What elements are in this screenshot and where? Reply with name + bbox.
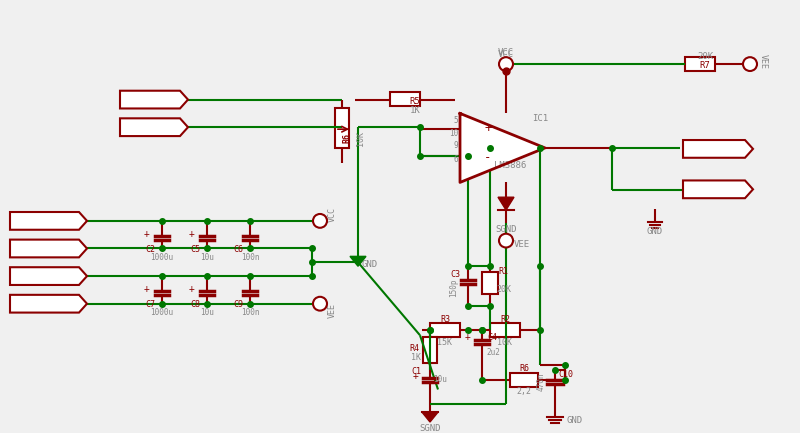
Text: DC-2 (+): DC-2 (+) [23,271,66,281]
Text: 2u2: 2u2 [486,348,500,356]
Text: C7: C7 [145,300,155,309]
Text: 1000u: 1000u [150,253,174,262]
Text: VEE: VEE [758,54,767,69]
Text: DC-1 (+): DC-1 (+) [23,216,66,225]
Text: SGND: SGND [495,225,517,234]
Polygon shape [498,197,514,210]
Text: VCC: VCC [498,48,514,57]
Text: GND: GND [567,416,583,425]
Polygon shape [10,295,87,313]
Text: GND: GND [362,260,378,269]
Text: R5: R5 [410,97,420,106]
Text: 10u: 10u [200,253,214,262]
Polygon shape [10,212,87,230]
Bar [685,57,715,71]
Text: C8: C8 [190,300,200,309]
Text: +: + [189,284,195,294]
Text: 10u: 10u [433,375,447,384]
Text: R6: R6 [519,364,529,373]
Circle shape [313,214,327,228]
Text: AF_IN: AF_IN [137,95,163,104]
Polygon shape [460,113,545,182]
Bar [482,272,498,294]
Text: IC1: IC1 [532,114,548,123]
Text: DC-2 (-): DC-2 (-) [23,299,66,308]
Text: 10K: 10K [355,130,365,145]
Text: R7: R7 [700,61,710,70]
Text: R6: R6 [342,133,351,143]
Text: 1K: 1K [411,353,421,362]
Text: SPK: SPK [706,144,722,153]
Text: 1000u: 1000u [150,308,174,317]
Bar [490,323,520,337]
Text: GND: GND [647,227,663,236]
Circle shape [743,57,757,71]
Polygon shape [350,256,366,266]
Text: +: + [189,229,195,239]
Text: VEE: VEE [514,240,530,249]
Text: VCC: VCC [498,50,514,59]
Bar [390,92,420,106]
Text: -: - [484,151,492,164]
Text: C2: C2 [145,245,155,254]
Text: +: + [144,229,150,239]
Text: LM3886: LM3886 [494,161,526,170]
Polygon shape [120,91,188,108]
Text: 9: 9 [454,142,458,150]
Text: +: + [484,122,492,135]
Text: DC-1 (-): DC-1 (-) [23,244,66,253]
Text: 150p: 150p [450,279,458,297]
Text: 100n: 100n [241,308,259,317]
Text: C1: C1 [411,367,421,376]
Polygon shape [10,239,87,257]
Polygon shape [683,140,753,158]
Text: +: + [144,284,150,294]
Circle shape [499,57,513,71]
Text: 6: 6 [454,155,458,164]
Text: 20K: 20K [697,52,713,61]
Text: R1: R1 [498,267,508,276]
Text: 470n: 470n [537,372,546,391]
Circle shape [313,297,327,310]
Bar [423,337,437,363]
Text: C6: C6 [233,245,243,254]
Text: R3: R3 [440,315,450,324]
Text: AF_GND: AF_GND [134,123,166,132]
Text: C5: C5 [190,245,200,254]
Text: R4: R4 [409,343,419,352]
Text: 20K: 20K [497,285,511,294]
Text: 10K: 10K [498,338,513,347]
Text: +: + [465,332,471,342]
Text: C3: C3 [450,270,460,278]
Text: 15K: 15K [438,338,453,347]
Bar [430,323,460,337]
Polygon shape [422,412,438,422]
Text: 1K: 1K [410,106,420,115]
Text: VEE: VEE [327,303,337,318]
Polygon shape [120,118,188,136]
Text: SGND: SGND [419,424,441,433]
Text: VCC: VCC [327,207,337,223]
Bar [510,373,538,387]
Text: 100n: 100n [241,253,259,262]
Text: SPK_GND: SPK_GND [695,185,733,194]
Text: 10u: 10u [200,308,214,317]
Text: C10: C10 [558,370,574,379]
Text: R2: R2 [500,315,510,324]
Text: 5: 5 [454,116,458,125]
Text: 3: 3 [538,145,542,155]
Circle shape [499,234,513,248]
Polygon shape [683,181,753,198]
Text: 2,2: 2,2 [517,387,531,396]
Text: C9: C9 [233,300,243,309]
Text: C4: C4 [487,333,497,342]
Text: 10: 10 [450,129,458,138]
Text: +: + [413,371,419,381]
Polygon shape [10,267,87,285]
Bar [335,108,349,148]
